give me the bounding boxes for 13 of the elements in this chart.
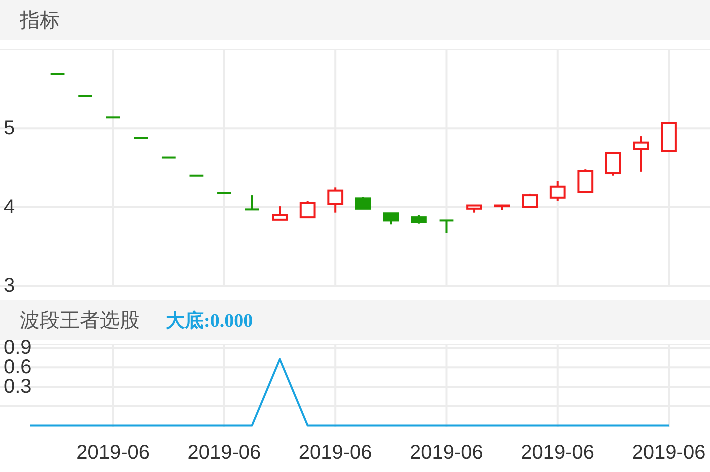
x-tick-label: 2019-06	[298, 442, 372, 464]
chart-title: 波段王者选股	[20, 310, 140, 332]
y-tick-label: 3	[4, 275, 16, 297]
x-tick-label: 2019-06	[521, 442, 595, 464]
x-tick-label: 2019-06	[632, 442, 706, 464]
x-tick-label: 2019-06	[76, 442, 150, 464]
y-tick-label: 4	[4, 196, 16, 218]
x-tick-label: 2019-06	[410, 442, 484, 464]
text: 大底:0.000	[166, 310, 254, 332]
x-tick-label: 2019-06	[188, 442, 262, 464]
y-tick-label: 0.9	[4, 337, 32, 360]
y-tick-label: 5	[4, 118, 16, 140]
chart-title: 指标	[19, 10, 60, 32]
